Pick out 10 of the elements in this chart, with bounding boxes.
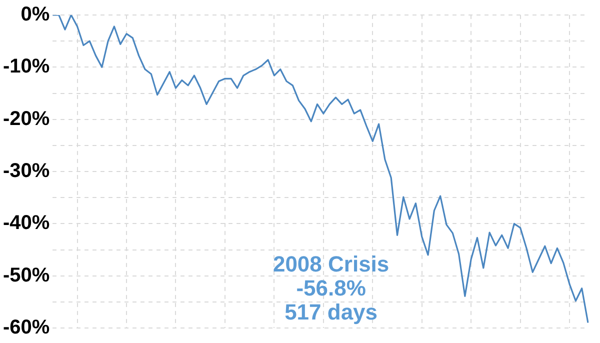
annotation: 517 days (284, 299, 378, 324)
y-tick-label: -40% (2, 212, 50, 234)
y-tick-label: -50% (2, 264, 50, 286)
annotation: 2008 Crisis (272, 251, 390, 276)
y-tick-label: -60% (2, 316, 50, 339)
y-tick-label: 0% (20, 4, 50, 26)
y-tick-label: -30% (2, 160, 50, 182)
annotation: -56.8% (296, 275, 366, 300)
y-tick-label: -20% (2, 108, 50, 130)
y-tick-label: -10% (2, 56, 50, 78)
